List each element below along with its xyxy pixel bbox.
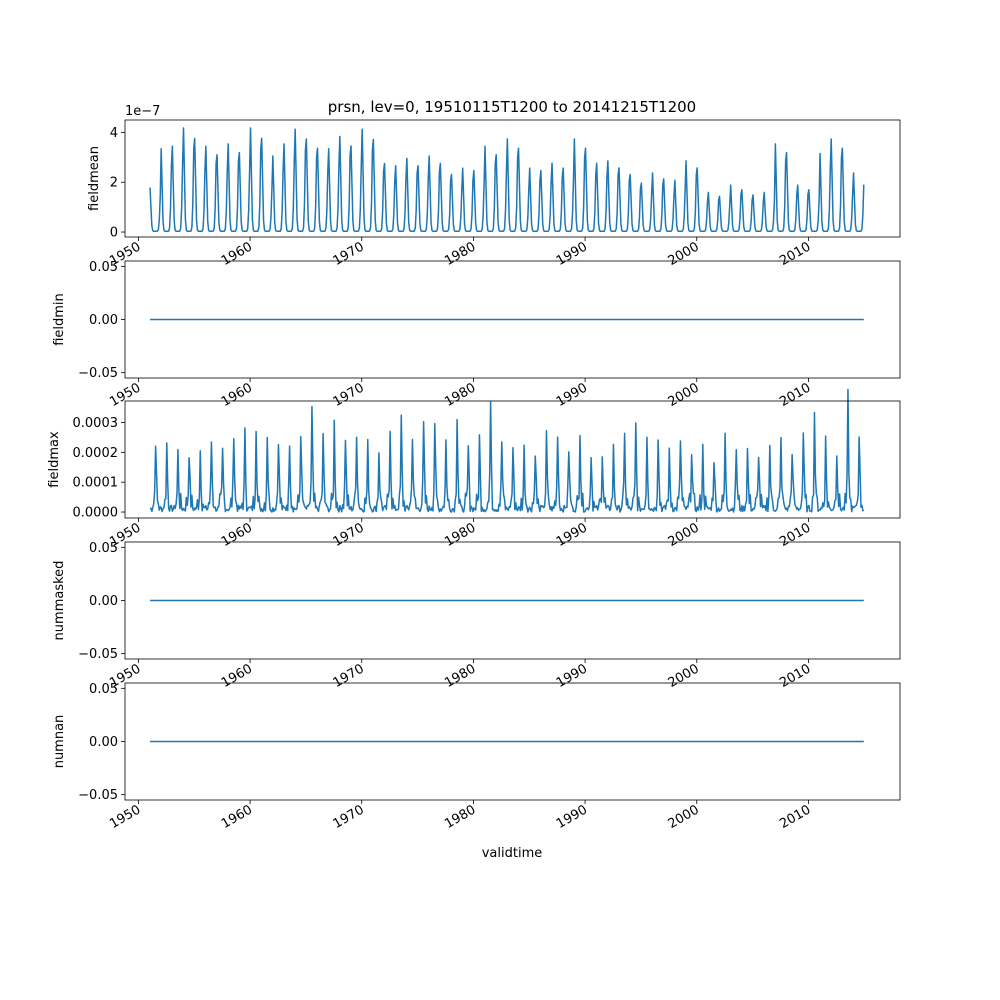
y-tick-label: 0.0001 <box>73 476 119 491</box>
y-tick-label: 0.00 <box>89 313 118 328</box>
chart-title: prsn, lev=0, 19510115T1200 to 20141215T1… <box>328 98 696 116</box>
y-axis-label: fieldmean <box>87 146 102 211</box>
y-axis-label: nummasked <box>52 561 67 641</box>
y-tick-label: 0.0002 <box>73 446 119 461</box>
y-tick-label: 0.0003 <box>73 416 119 431</box>
series-line-fieldmax <box>149 388 865 513</box>
y-tick-label: 0.05 <box>89 682 118 697</box>
y-tick-label: −0.05 <box>78 366 118 381</box>
y-tick-label: 0.0000 <box>73 506 119 521</box>
y-tick-label: 0 <box>110 226 118 241</box>
y-axis-label: fieldmin <box>52 293 67 346</box>
series-line-fieldmean <box>149 127 865 233</box>
axes-frame <box>124 119 901 238</box>
y-tick-label: 4 <box>110 126 118 141</box>
y-axis-label: fieldmax <box>47 431 62 488</box>
y-offset-text: 1e−7 <box>125 104 160 119</box>
y-tick-label: −0.05 <box>78 647 118 662</box>
axes-frame <box>124 400 901 519</box>
y-tick-label: 0.05 <box>89 541 118 556</box>
y-tick-label: 0.00 <box>89 735 118 750</box>
y-tick-label: 0.05 <box>89 260 118 275</box>
y-axis-label: numnan <box>52 715 67 769</box>
y-tick-label: −0.05 <box>78 788 118 803</box>
y-tick-label: 0.00 <box>89 594 118 609</box>
y-tick-label: 2 <box>110 176 118 191</box>
x-axis-label: validtime <box>482 846 543 861</box>
